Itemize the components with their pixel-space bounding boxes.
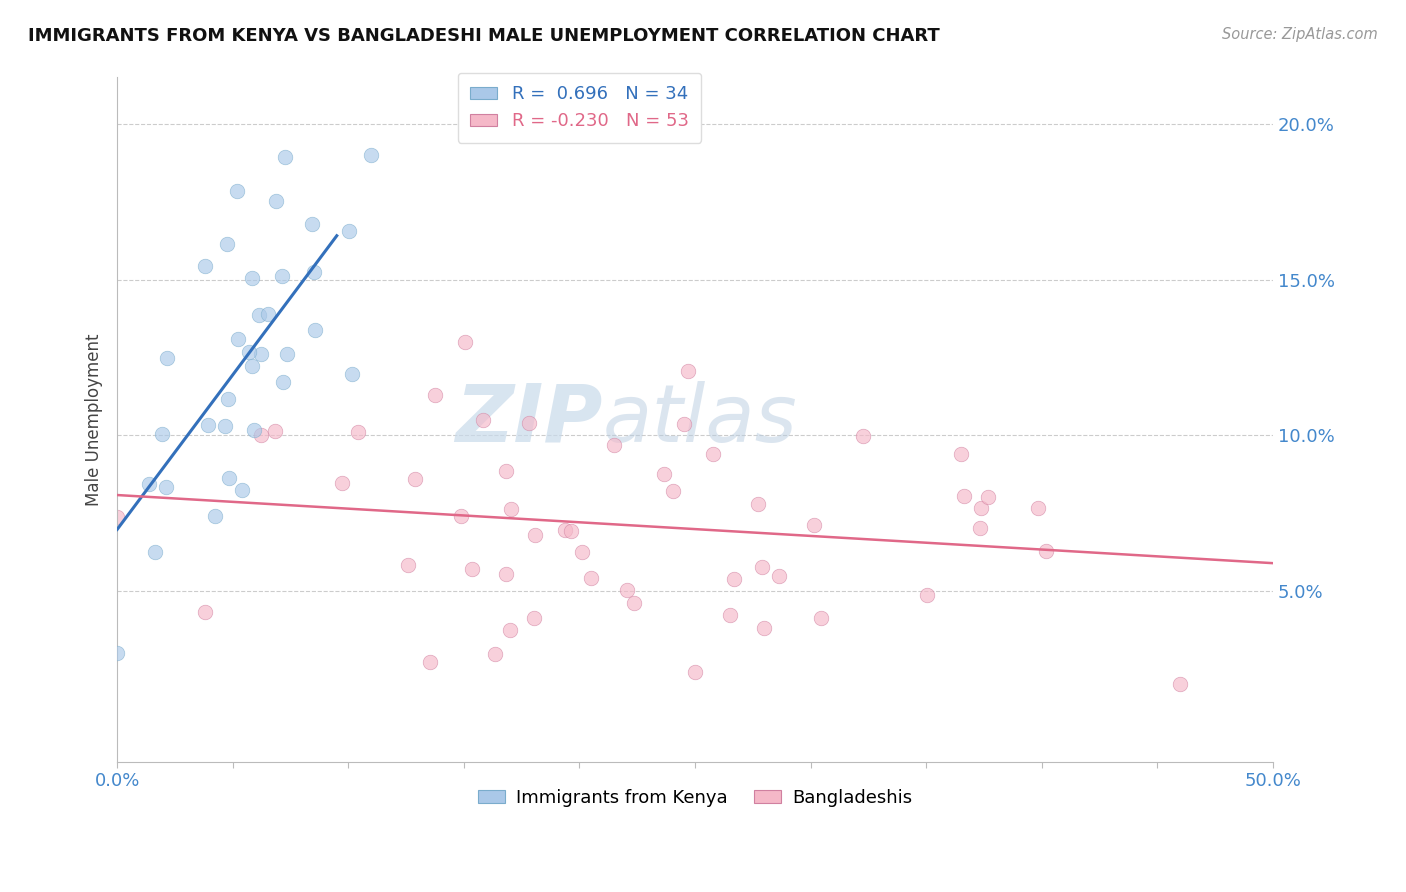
Point [396,558,419,572]
Point [683,665,706,680]
Point [915,588,938,602]
Point [950,447,973,461]
Point [471,413,494,427]
Point [150,427,173,442]
Point [499,502,522,516]
Point [143,545,166,559]
Point [495,464,517,478]
Point [747,497,769,511]
Point [231,483,253,498]
Point [225,184,247,198]
Point [678,364,700,378]
Point [240,359,263,374]
Point [340,367,363,381]
Point [138,476,160,491]
Point [155,351,177,365]
Point [1035,544,1057,558]
Point [752,620,775,634]
Point [579,571,602,585]
Point [263,424,285,438]
Point [718,607,741,622]
Point [218,471,240,485]
Point [276,347,298,361]
Point [803,517,825,532]
Point [302,265,325,279]
Point [301,217,323,231]
Point [810,611,832,625]
Point [523,611,546,625]
Point [571,545,593,559]
Point [603,437,626,451]
Point [217,392,239,406]
Point [247,308,270,322]
Point [1026,501,1049,516]
Y-axis label: Male Unemployment: Male Unemployment [86,334,103,506]
Legend: Immigrants from Kenya, Bangladeshis: Immigrants from Kenya, Bangladeshis [471,782,920,814]
Point [194,605,217,619]
Point [250,346,273,360]
Point [330,475,353,490]
Point [273,150,295,164]
Text: atlas: atlas [603,381,797,458]
Point [969,520,991,534]
Point [204,509,226,524]
Text: ZIP: ZIP [456,381,603,458]
Point [249,427,271,442]
Point [450,508,472,523]
Point [768,568,790,582]
Point [404,472,426,486]
Point [240,271,263,285]
Point [238,345,260,359]
Point [105,646,128,660]
Point [264,194,287,209]
Point [226,332,249,346]
Point [217,236,239,251]
Point [623,596,645,610]
Point [304,323,326,337]
Point [495,567,517,582]
Point [197,417,219,432]
Point [360,148,382,162]
Point [105,510,128,524]
Point [454,334,477,349]
Point [461,562,484,576]
Text: Source: ZipAtlas.com: Source: ZipAtlas.com [1222,27,1378,42]
Point [672,417,695,431]
Point [273,375,295,389]
Point [523,528,546,542]
Point [243,423,266,437]
Point [346,425,368,440]
Point [953,489,976,503]
Point [560,524,582,539]
Point [155,481,177,495]
Point [194,259,217,273]
Point [257,307,280,321]
Point [702,447,724,461]
Point [970,501,993,516]
Point [977,490,1000,504]
Point [498,623,520,637]
Point [517,416,540,430]
Point [852,428,875,442]
Text: IMMIGRANTS FROM KENYA VS BANGLADESHI MALE UNEMPLOYMENT CORRELATION CHART: IMMIGRANTS FROM KENYA VS BANGLADESHI MAL… [28,27,939,45]
Point [554,523,576,537]
Point [214,418,236,433]
Point [270,268,292,283]
Point [337,224,360,238]
Point [751,560,773,574]
Point [484,647,506,661]
Point [419,655,441,669]
Point [425,388,447,402]
Point [1170,677,1192,691]
Point [616,583,638,598]
Point [652,467,675,482]
Point [662,484,685,499]
Point [723,572,745,586]
